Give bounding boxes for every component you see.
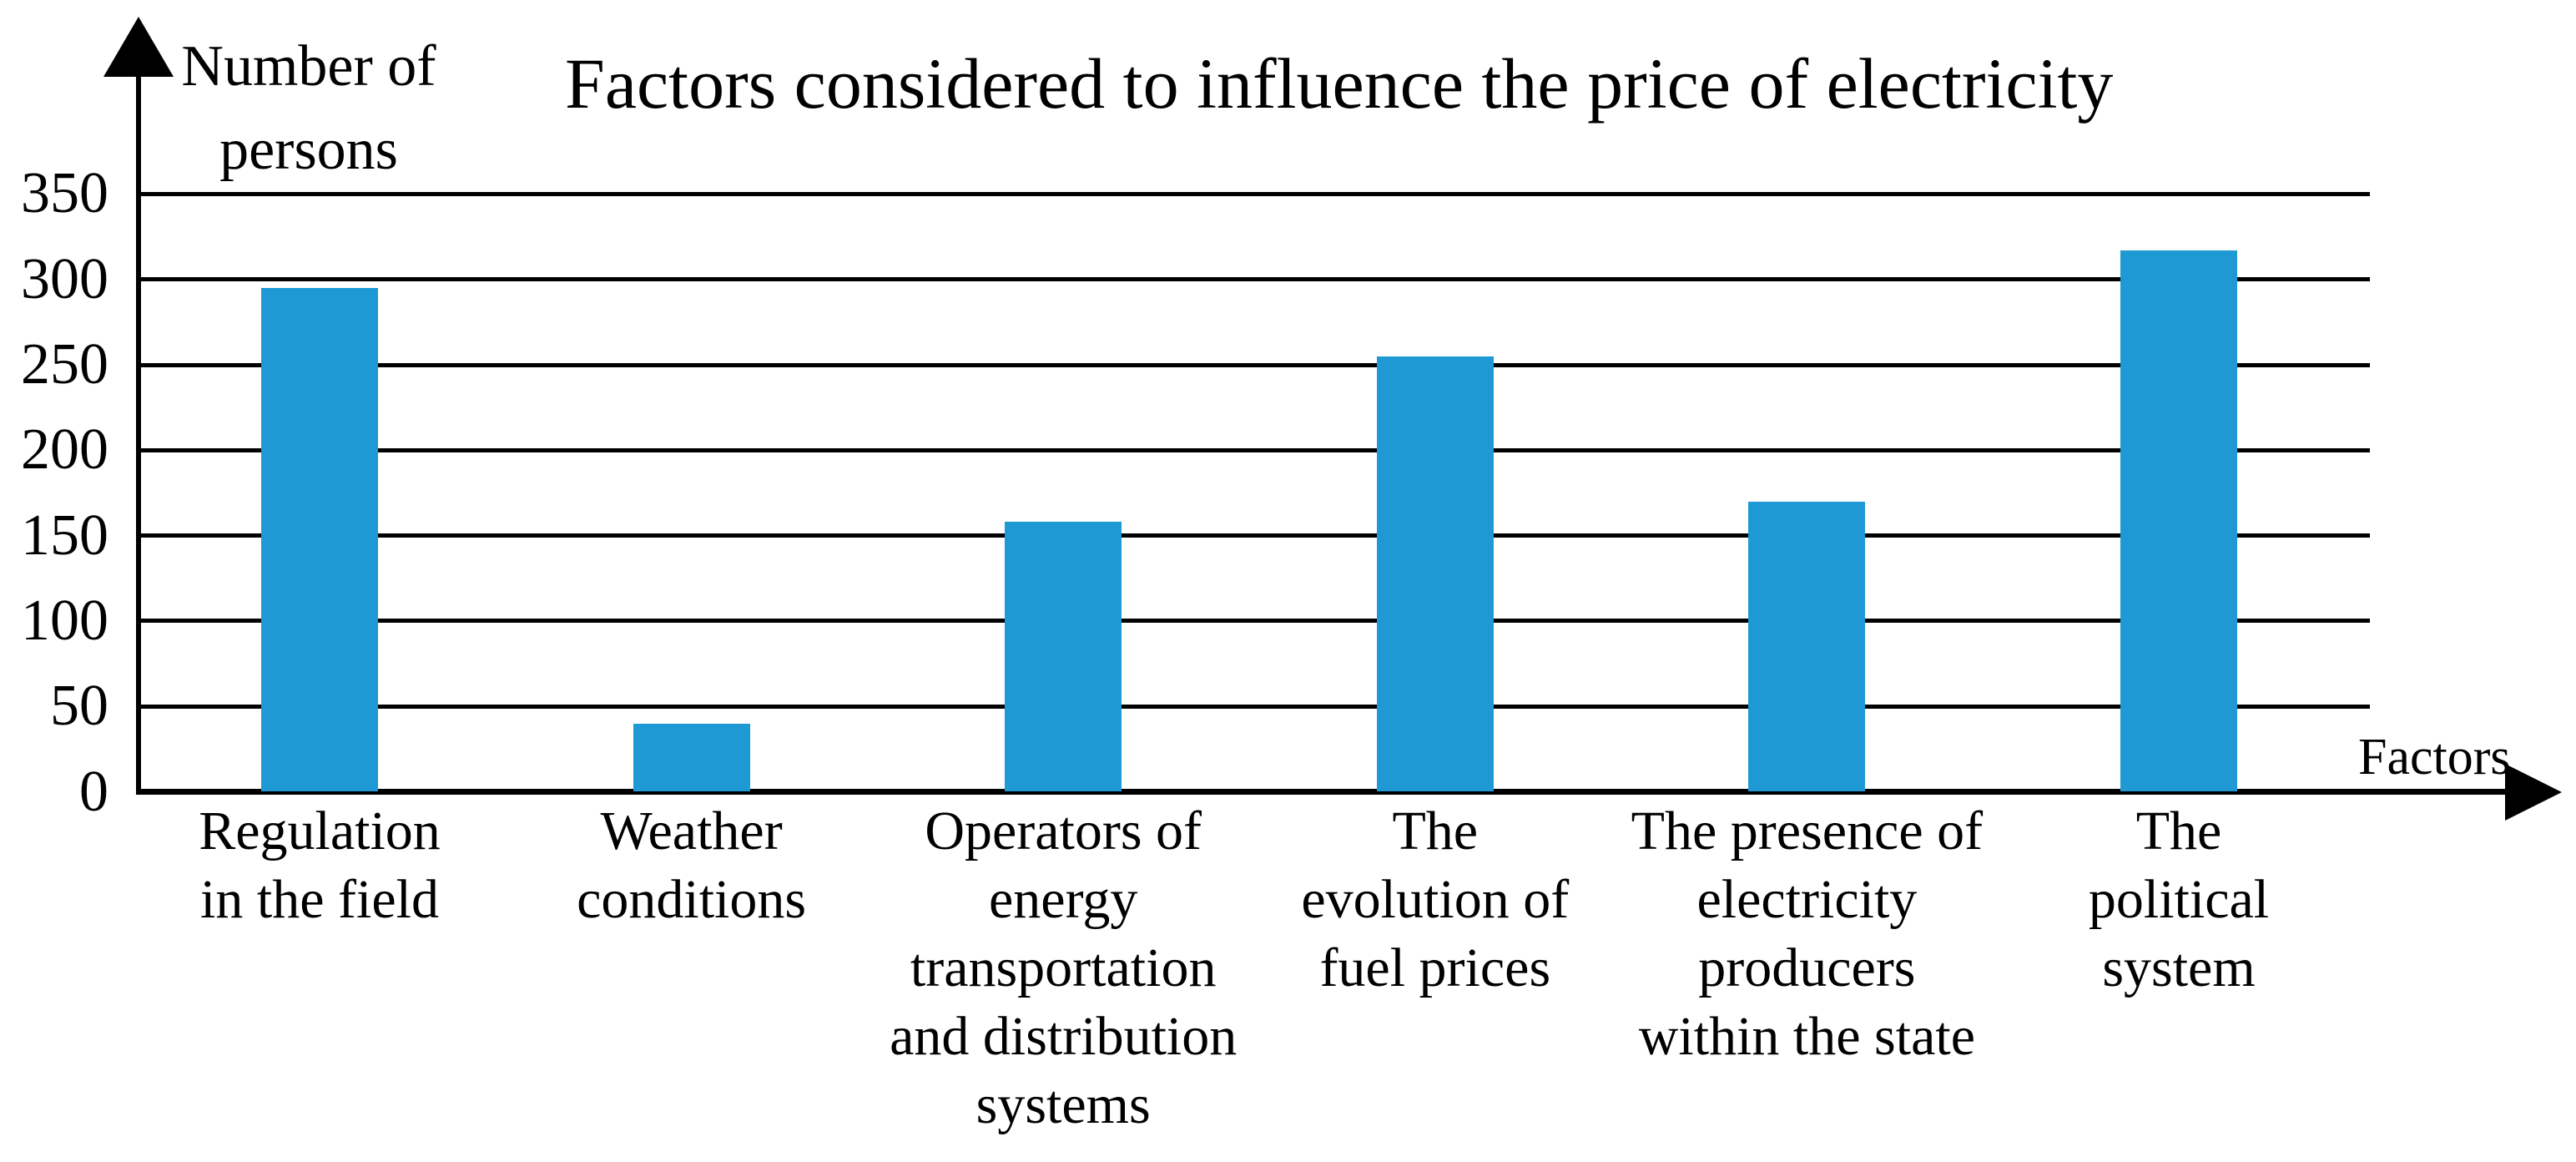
y-tick-label-0: 0 — [79, 759, 108, 824]
bar-5 — [1748, 501, 1866, 792]
x-axis-line — [136, 789, 2539, 795]
gridline-150 — [136, 533, 2370, 538]
gridline-200 — [136, 447, 2370, 452]
gridline-100 — [136, 619, 2370, 624]
y-tick-label-100: 100 — [21, 588, 108, 653]
x-category-label-3: Operators of energy transportation and d… — [890, 801, 1238, 1135]
bar-2 — [633, 723, 750, 792]
x-category-label-6: The political system — [2088, 801, 2270, 998]
y-tick-label-200: 200 — [21, 417, 108, 482]
y-tick-label-150: 150 — [21, 503, 108, 568]
x-category-label-4: The evolution of fuel prices — [1301, 801, 1570, 998]
bar-1 — [261, 287, 378, 792]
x-category-label-1: Regulation in the field — [199, 801, 441, 930]
gridline-50 — [136, 704, 2370, 709]
x-axis-arrow-icon — [2505, 764, 2562, 821]
bar-6 — [2120, 250, 2237, 792]
y-tick-label-50: 50 — [50, 674, 108, 739]
x-category-label-5: The presence of electricity producers wi… — [1631, 801, 1984, 1067]
y-axis-line — [136, 33, 141, 791]
gridline-350 — [136, 191, 2370, 196]
x-category-label-2: Weather conditions — [577, 801, 807, 930]
y-tick-label-300: 300 — [21, 246, 108, 311]
bar-3 — [1005, 522, 1122, 792]
chart-title: Factors considered to influence the pric… — [565, 43, 2114, 124]
gridline-250 — [136, 362, 2370, 367]
y-tick-label-350: 350 — [21, 161, 108, 226]
gridline-300 — [136, 277, 2370, 282]
y-tick-label-250: 250 — [21, 332, 108, 397]
bar-4 — [1376, 356, 1494, 792]
x-axis-title: Factors — [2358, 729, 2511, 786]
y-axis-title: Number of persons — [181, 34, 436, 182]
